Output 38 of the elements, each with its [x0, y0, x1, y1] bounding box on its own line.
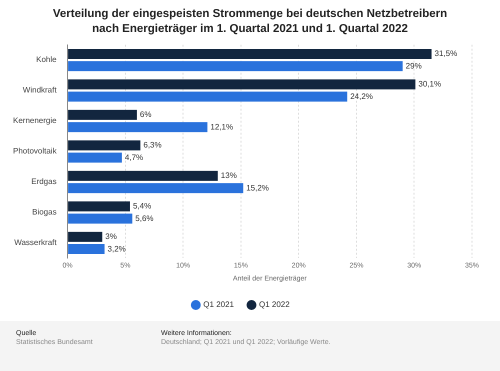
bar — [68, 152, 122, 163]
y-tick-label: Kohle — [36, 55, 58, 64]
data-label: 5,6% — [135, 214, 154, 223]
data-label: 6,3% — [143, 140, 162, 150]
y-tick-label: Wasserkraft — [14, 238, 58, 248]
data-label: 31,5% — [434, 49, 458, 58]
y-tick-label: Kernenergie — [12, 116, 58, 126]
data-label: 4,7% — [124, 152, 144, 162]
y-tick-label: Biogas — [32, 208, 57, 217]
data-label: 30,1% — [418, 80, 442, 89]
bar — [68, 79, 416, 90]
bar — [68, 48, 432, 59]
data-label: 6% — [140, 110, 152, 120]
bar — [68, 183, 244, 194]
y-tick-label: Photovoltaik — [12, 146, 58, 156]
data-label: 3% — [105, 232, 117, 242]
data-label: 3,2% — [108, 244, 126, 254]
bar — [68, 92, 348, 102]
bar — [68, 232, 102, 242]
y-tick-label: Windkraft — [22, 86, 58, 95]
bar — [68, 244, 105, 254]
data-label: 15,2% — [246, 183, 269, 192]
data-label: 5,4% — [132, 202, 152, 211]
data-label: 29% — [406, 61, 422, 70]
bar — [68, 110, 137, 120]
bar — [68, 170, 218, 181]
y-tick-label: Erdgas — [31, 177, 57, 186]
data-label: 13% — [220, 171, 237, 180]
bar — [68, 201, 130, 212]
data-label: 12,1% — [210, 122, 234, 132]
bar — [68, 140, 140, 150]
bar — [68, 122, 208, 132]
data-label: 24,2% — [350, 92, 373, 101]
legend-label: Q1 2022 — [259, 300, 290, 310]
bar — [68, 214, 132, 224]
bar — [68, 61, 403, 72]
legend-label: Q1 2021 — [203, 300, 235, 310]
chart-title: Verteilung der eingespeisten Strommenge bei deutschen Netzbetreibern nach Energieträger im 1. Quartal 2021 und 1. Quartal 2022 — [52, 7, 448, 37]
